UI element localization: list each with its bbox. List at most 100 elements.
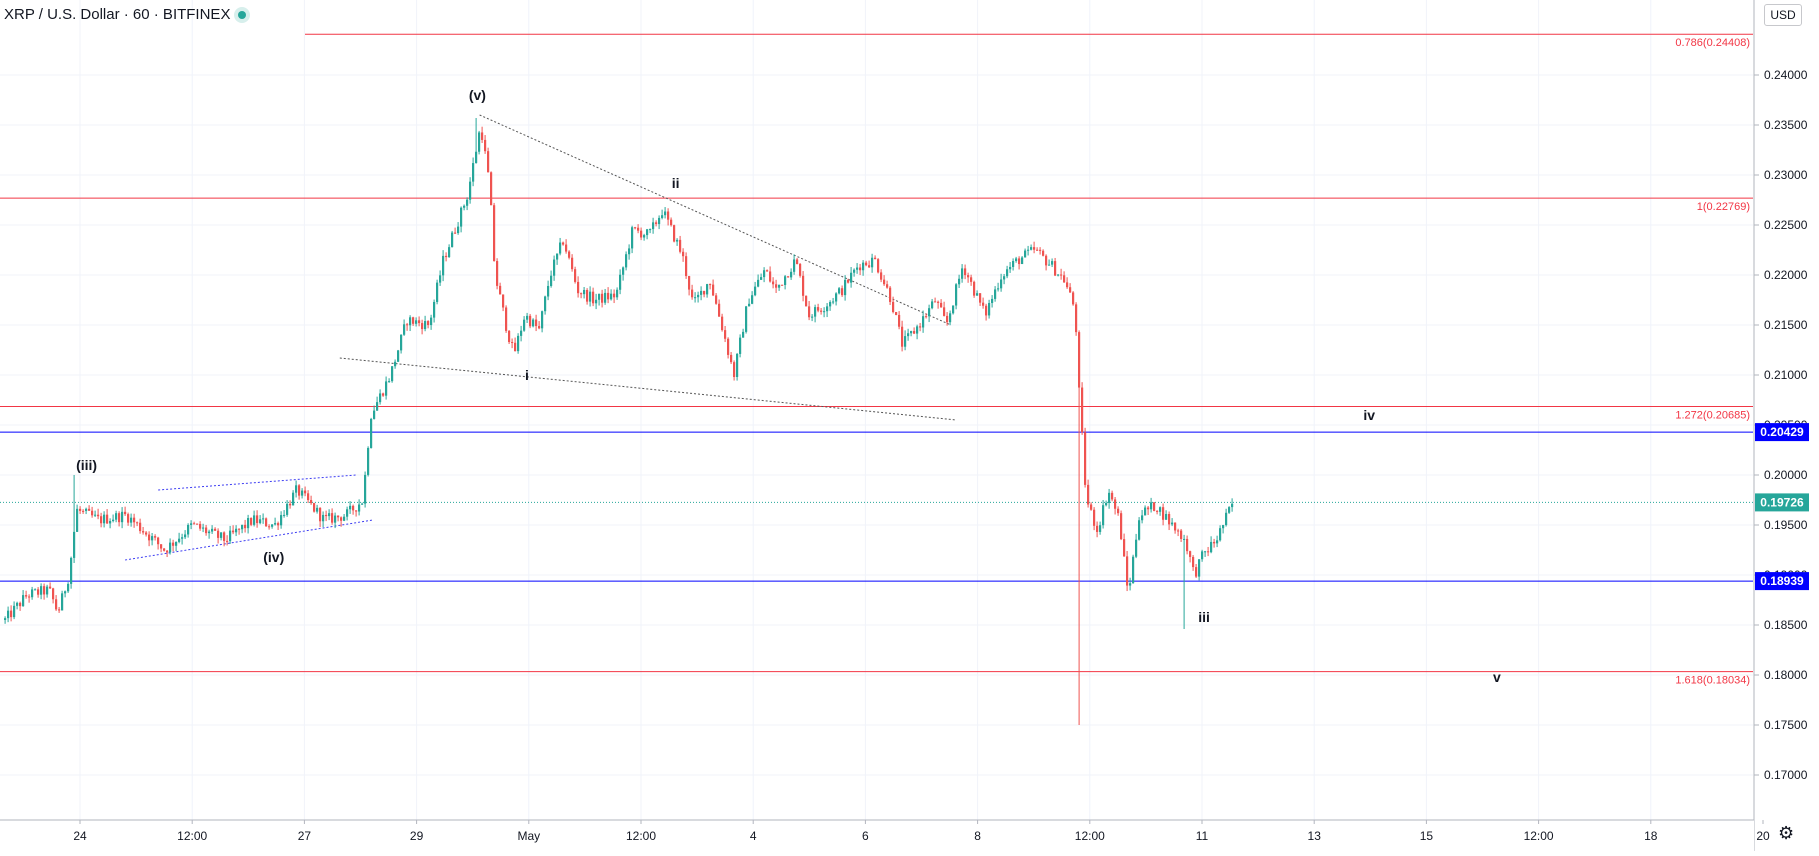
time-tick-label: 12:00 [177,829,207,843]
candle-body [1141,515,1144,521]
candle-body [1102,505,1105,526]
candle-body [658,217,661,225]
candle-body [97,514,100,517]
candle-body [22,595,25,607]
candle-body [739,337,742,354]
time-tick-label: 20 [1756,829,1770,843]
candle-body [1069,287,1072,293]
candle-body [862,262,865,271]
candle-body [805,295,808,307]
candle-body [34,589,37,591]
price-axis[interactable]: 0.24000 0.23500 0.23000 0.22500 0.22000 0.215… [1753,0,1819,851]
candle-body [1096,525,1099,532]
candle-body [811,316,814,318]
candle-body [397,350,400,362]
candle-body [958,278,961,285]
candle-body [286,503,289,515]
candle-body [712,284,715,296]
candle-body [190,523,193,525]
candle-body [565,244,568,252]
candle-body [142,531,145,533]
candle-body [898,314,901,327]
candle-body [211,528,214,532]
candle-body [277,523,280,526]
time-tick-label: 6 [862,829,869,843]
candle-body [1186,538,1189,552]
candle-body [151,536,154,541]
candle-body [46,586,49,595]
candle-body [919,326,922,328]
candle-body [1051,261,1054,265]
time-tick-label: 29 [410,829,424,843]
candle-body [1039,249,1042,251]
gear-icon[interactable]: ⚙ [1778,823,1795,843]
candle-body [1057,274,1060,276]
candle-body [643,235,646,238]
candle-body [64,591,67,594]
candle-body [85,508,88,511]
candle-body [25,595,28,597]
candle-body [838,288,841,294]
candle-body [481,132,484,140]
candle-body [859,267,862,271]
candle-body [166,550,169,553]
candle-body [124,511,127,515]
time-tick-label: 12:00 [1524,829,1554,843]
price-tick-label: 0.23000 [1764,168,1808,182]
candle-body [319,507,322,522]
candle-body [274,523,277,525]
candle-body [637,227,640,231]
candle-body [1081,387,1084,433]
candle-body [1009,266,1012,270]
candle-body [313,503,316,512]
candle-body [1090,504,1093,510]
candle-body [946,315,949,323]
candle-body [283,514,286,516]
candle-body [949,313,952,323]
candle-body [7,610,10,619]
candle-body [1177,530,1180,532]
candle-body [76,508,79,532]
candle-body [760,277,763,280]
candle-body [43,586,46,595]
currency-button[interactable]: USD [1764,4,1802,26]
candle-body [91,510,94,516]
candle-body [514,342,517,352]
candle-body [301,490,304,496]
candles [4,118,1234,725]
candle-body [442,255,445,276]
candle-body [562,242,565,245]
candle-body [889,287,892,302]
time-tick-label: 15 [1420,829,1434,843]
candle-body [217,530,220,538]
candle-body [970,277,973,282]
last-price-value: 0.19726 [1760,495,1804,509]
candle-body [829,301,832,307]
candle-body [328,513,331,517]
price-tick-label: 0.21500 [1764,318,1808,332]
candle-body [238,528,241,530]
candle-body [826,306,829,312]
candle-body [436,282,439,302]
candle-body [358,504,361,512]
candle-body [529,315,532,327]
candle-body [424,321,427,330]
candle-body [1213,541,1216,544]
candle-body [295,485,298,493]
candle-body [247,518,250,529]
candle-body [745,306,748,332]
time-axis[interactable]: 24 12:00 27 29 May 12:00 4 6 8 12:00 11 13 15 12:00 18… [0,819,1819,851]
candle-body [478,132,481,152]
candle-body [1123,539,1126,557]
candle-body [55,599,58,610]
candle-body [994,289,997,299]
candle-body [742,331,745,338]
price-tick-label: 0.22500 [1764,218,1808,232]
candle-body [133,517,136,523]
candle-body [538,326,541,329]
candle-body [130,517,133,523]
candle-body [982,302,985,306]
candle-body [883,279,886,285]
